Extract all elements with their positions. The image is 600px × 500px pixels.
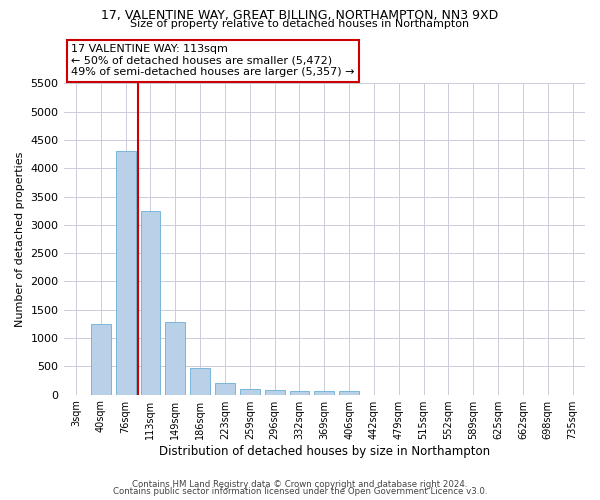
Bar [240, 389, 260, 394]
Bar [91, 324, 111, 394]
Text: Contains HM Land Registry data © Crown copyright and database right 2024.: Contains HM Land Registry data © Crown c… [132, 480, 468, 489]
Bar [339, 390, 359, 394]
Bar [140, 210, 160, 394]
Bar [190, 368, 210, 394]
Text: 17 VALENTINE WAY: 113sqm
← 50% of detached houses are smaller (5,472)
49% of sem: 17 VALENTINE WAY: 113sqm ← 50% of detach… [71, 44, 355, 77]
X-axis label: Distribution of detached houses by size in Northampton: Distribution of detached houses by size … [159, 444, 490, 458]
Bar [290, 391, 310, 394]
Y-axis label: Number of detached properties: Number of detached properties [15, 152, 25, 326]
Bar [116, 152, 136, 394]
Text: Contains public sector information licensed under the Open Government Licence v3: Contains public sector information licen… [113, 487, 487, 496]
Bar [314, 391, 334, 394]
Bar [265, 390, 284, 394]
Text: Size of property relative to detached houses in Northampton: Size of property relative to detached ho… [130, 19, 470, 29]
Text: 17, VALENTINE WAY, GREAT BILLING, NORTHAMPTON, NN3 9XD: 17, VALENTINE WAY, GREAT BILLING, NORTHA… [101, 9, 499, 22]
Bar [215, 384, 235, 394]
Bar [166, 322, 185, 394]
